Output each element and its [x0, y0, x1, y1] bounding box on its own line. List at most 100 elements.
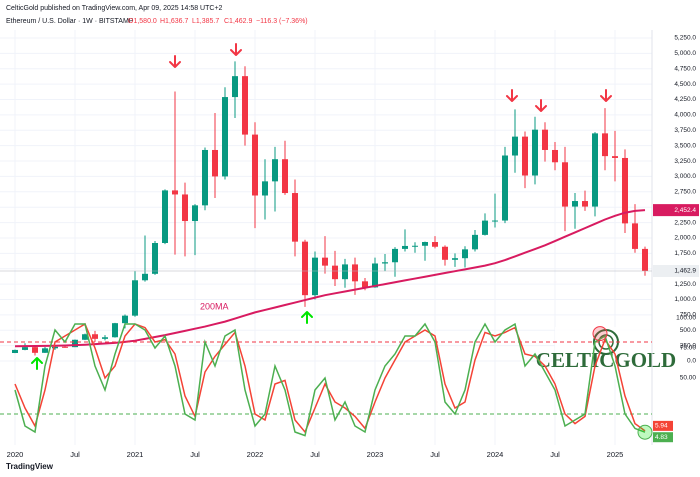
- osc-line: [14, 322, 646, 434]
- osc-highlight: [592, 326, 608, 342]
- candle-body: [642, 248, 648, 271]
- x-tick-label: 2024: [487, 450, 504, 459]
- candle-body: [32, 347, 38, 353]
- candle-body: [12, 349, 18, 354]
- candle-body: [372, 263, 378, 288]
- x-tick-label: 2021: [127, 450, 144, 459]
- osc-tick-label: 75.00: [680, 345, 697, 352]
- candle-body: [272, 159, 278, 182]
- y-tick-label: 3,500.0: [674, 142, 696, 149]
- candle-body: [322, 257, 328, 266]
- candle-body: [512, 136, 518, 156]
- candle-body: [432, 242, 438, 247]
- symbol: Ethereum / U.S. Dollar · 1W · BITSTAMP: [6, 18, 134, 25]
- y-tick-label: 0.0: [687, 358, 696, 365]
- candle-body: [182, 194, 188, 222]
- candle-body: [72, 339, 78, 348]
- x-tick-label: 2023: [367, 450, 384, 459]
- candle-body: [232, 76, 238, 98]
- candle-body: [162, 190, 168, 243]
- y-tick-label: 500.0: [680, 327, 697, 334]
- last-price-box: [653, 264, 699, 277]
- candle-body: [242, 76, 248, 135]
- candle-body: [592, 133, 598, 207]
- candle-body: [42, 348, 48, 353]
- candle-body: [292, 193, 298, 242]
- x-tick-label: Jul: [310, 450, 320, 459]
- candle-body: [542, 129, 548, 150]
- candle-body: [92, 334, 98, 339]
- candle-body: [132, 280, 138, 316]
- ma-name: 200MA: [200, 301, 229, 311]
- y-tick-label: 2,000.0: [674, 235, 696, 242]
- candle-body: [192, 205, 198, 222]
- osc-end-box: [653, 420, 673, 431]
- osc-end-label: 5.94: [655, 423, 668, 430]
- candle-body: [442, 246, 448, 260]
- candle-body: [532, 129, 538, 176]
- candle-body: [332, 265, 338, 280]
- candle-body: [502, 155, 508, 221]
- published: CelticGold published on TradingView.com,…: [6, 5, 223, 12]
- x-tick-label: Jul: [70, 450, 80, 459]
- candle-body: [482, 220, 488, 235]
- y-tick-label: 2,250.0: [674, 219, 696, 226]
- candle-body: [82, 334, 88, 340]
- candle-body: [52, 346, 58, 349]
- candle-body: [382, 262, 388, 264]
- osc-tick-label: 50.00: [680, 375, 697, 382]
- candle-body: [142, 273, 148, 281]
- osc-highlight: [637, 424, 653, 440]
- candle-body: [22, 347, 28, 350]
- x-tick-label: Jul: [550, 450, 560, 459]
- candle-body: [632, 223, 638, 249]
- logo-text: CELTICGOLD: [536, 348, 676, 372]
- y-tick-label: 3,250.0: [674, 158, 696, 165]
- candle-body: [562, 162, 568, 207]
- candle-body: [392, 248, 398, 263]
- candle-body: [102, 337, 108, 339]
- candle-body: [252, 134, 258, 196]
- y-tick-label: 250.0: [680, 342, 697, 349]
- y-tick-label: 1,750.0: [674, 250, 696, 257]
- candle-body: [622, 157, 628, 224]
- candle-body: [362, 281, 368, 288]
- candle-body: [202, 149, 208, 206]
- candle-body: [282, 159, 288, 194]
- candle-body: [112, 323, 118, 338]
- candle-body: [492, 220, 498, 222]
- candle-body: [572, 201, 578, 207]
- ohlc-high: H1,636.7: [160, 18, 189, 25]
- candle-body: [152, 242, 158, 274]
- ohlc-change: −116.3 (−7.36%): [256, 18, 308, 25]
- y-tick-label: 1,000.0: [674, 296, 696, 303]
- candle-body: [582, 201, 588, 207]
- y-tick-label: 2,750.0: [674, 189, 696, 196]
- candle-body: [312, 257, 318, 296]
- candle-body: [402, 245, 408, 249]
- candle-body: [302, 241, 308, 296]
- arrows: [31, 43, 612, 370]
- x-tick-label: 2020: [7, 450, 24, 459]
- candle-body: [462, 249, 468, 259]
- candle-body: [422, 242, 428, 246]
- candle-body: [222, 97, 228, 177]
- y-tick-label: 4,750.0: [674, 65, 696, 72]
- ma-end-box: [653, 204, 699, 217]
- candle-body: [212, 149, 218, 177]
- osc-tick-label: 100.00: [676, 315, 696, 322]
- osc-line: [14, 322, 646, 437]
- x-tick-label: Jul: [430, 450, 440, 459]
- footer: TradingView: [6, 462, 54, 471]
- candle-body: [472, 234, 478, 250]
- candle-body: [612, 156, 618, 158]
- x-tick-label: 2025: [607, 450, 624, 459]
- candle-body: [522, 136, 528, 176]
- candle-body: [342, 264, 348, 280]
- candle-body: [122, 315, 128, 324]
- y-tick-label: 4,250.0: [674, 96, 696, 103]
- ohlc-low: L1,385.7: [192, 18, 219, 25]
- ohlc-open: O1,580.0: [128, 18, 157, 25]
